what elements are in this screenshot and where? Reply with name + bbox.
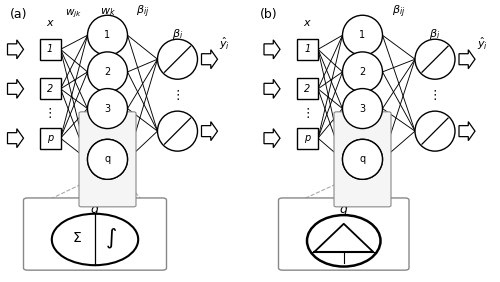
Text: $\beta_{ij}$: $\beta_{ij}$ [392, 3, 406, 20]
FancyArrow shape [264, 129, 280, 148]
Text: $\hat{y}_i$: $\hat{y}_i$ [220, 36, 230, 52]
FancyArrow shape [8, 129, 24, 148]
FancyArrow shape [8, 40, 24, 59]
Text: 2: 2 [47, 84, 53, 94]
Ellipse shape [342, 139, 382, 179]
Text: $x$: $x$ [46, 18, 54, 28]
Ellipse shape [307, 215, 380, 266]
FancyBboxPatch shape [24, 198, 167, 270]
FancyArrow shape [202, 122, 218, 141]
FancyArrow shape [264, 40, 280, 59]
Ellipse shape [158, 111, 198, 151]
Text: 2: 2 [360, 67, 366, 77]
Text: ⋮: ⋮ [102, 126, 113, 136]
Text: 1: 1 [304, 44, 310, 54]
Text: 3: 3 [104, 103, 110, 114]
Ellipse shape [158, 39, 198, 79]
Text: (a): (a) [10, 8, 28, 21]
Ellipse shape [342, 52, 382, 92]
Text: p: p [47, 133, 53, 143]
Text: $\int$: $\int$ [106, 227, 118, 251]
FancyBboxPatch shape [278, 198, 409, 270]
FancyArrow shape [459, 122, 475, 141]
FancyBboxPatch shape [40, 78, 60, 99]
FancyArrow shape [264, 79, 280, 98]
FancyArrow shape [202, 50, 218, 69]
Text: q: q [360, 154, 366, 164]
Text: ⋮: ⋮ [301, 107, 314, 120]
Text: 1: 1 [104, 30, 110, 40]
Text: $\beta_i$: $\beta_i$ [172, 27, 183, 41]
Text: $\beta_i$: $\beta_i$ [430, 27, 440, 41]
FancyBboxPatch shape [334, 112, 391, 207]
Text: q: q [104, 154, 110, 164]
Text: 1: 1 [47, 44, 53, 54]
Text: $w_k$: $w_k$ [100, 6, 116, 18]
Text: ⋮: ⋮ [429, 89, 442, 102]
Text: ⋮: ⋮ [357, 126, 368, 136]
Text: ⋮: ⋮ [171, 89, 184, 102]
FancyBboxPatch shape [297, 128, 318, 149]
Text: $g$: $g$ [358, 58, 366, 70]
FancyBboxPatch shape [40, 128, 60, 149]
Ellipse shape [88, 89, 128, 129]
Text: q: q [360, 154, 366, 164]
Ellipse shape [88, 139, 128, 179]
Text: $\Sigma$: $\Sigma$ [72, 231, 82, 245]
Text: $g$: $g$ [339, 204, 348, 219]
Text: $x$: $x$ [303, 18, 312, 28]
Ellipse shape [88, 52, 128, 92]
Ellipse shape [52, 214, 138, 265]
Ellipse shape [342, 15, 382, 55]
FancyBboxPatch shape [40, 39, 60, 60]
FancyBboxPatch shape [297, 39, 318, 60]
FancyBboxPatch shape [79, 112, 136, 207]
FancyBboxPatch shape [297, 78, 318, 99]
FancyArrow shape [8, 79, 24, 98]
FancyArrow shape [459, 50, 475, 69]
Text: 1: 1 [360, 30, 366, 40]
Ellipse shape [415, 39, 455, 79]
Text: 2: 2 [104, 67, 110, 77]
Text: 2: 2 [304, 84, 310, 94]
Text: q: q [104, 154, 110, 164]
Text: 3: 3 [360, 103, 366, 114]
Text: $\beta_{ij}$: $\beta_{ij}$ [136, 3, 149, 20]
Text: ⋮: ⋮ [44, 107, 56, 120]
Text: p: p [304, 133, 310, 143]
Text: (b): (b) [260, 8, 278, 21]
Ellipse shape [342, 89, 382, 129]
Text: $w_{jk}$: $w_{jk}$ [66, 7, 82, 20]
Ellipse shape [415, 111, 455, 151]
Ellipse shape [342, 139, 382, 179]
Text: $\hat{y}_i$: $\hat{y}_i$ [477, 36, 488, 52]
Ellipse shape [88, 15, 128, 55]
Ellipse shape [88, 139, 128, 179]
Text: $g$: $g$ [90, 204, 100, 219]
